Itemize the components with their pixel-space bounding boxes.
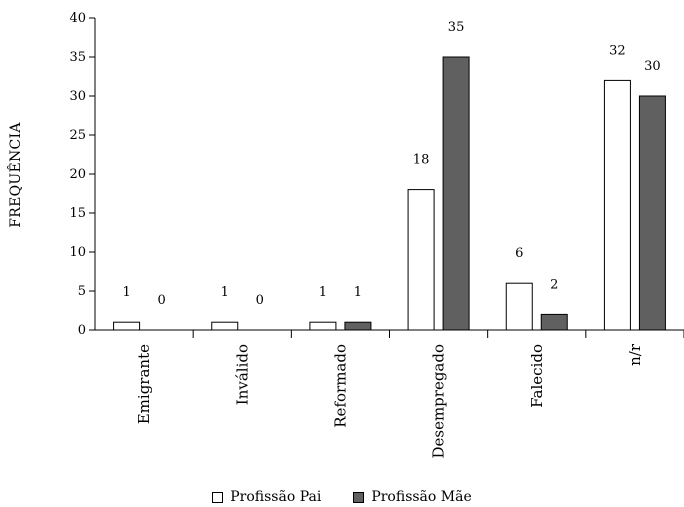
bar	[540, 313, 568, 331]
bar	[113, 321, 141, 331]
y-tick-label: 10	[69, 245, 86, 260]
legend-swatch-mae	[353, 491, 365, 503]
data-label: 35	[448, 20, 465, 35]
data-label: 30	[644, 59, 661, 74]
data-label: 1	[319, 285, 327, 300]
y-tick-label: 0	[78, 323, 86, 338]
legend-swatch-pai	[212, 491, 224, 503]
data-label: 0	[256, 293, 264, 308]
data-label: 1	[221, 285, 229, 300]
bar	[344, 321, 372, 331]
data-label: 1	[122, 285, 130, 300]
legend-item-mae: Profissão Mãe	[353, 487, 472, 507]
data-label: 2	[550, 277, 558, 292]
x-category-label: n/r	[626, 343, 644, 366]
legend-item-pai: Profissão Pai	[212, 487, 321, 507]
x-category-label: Falecido	[528, 344, 546, 408]
y-tick-label: 20	[69, 167, 86, 182]
y-tick-label: 30	[69, 89, 86, 104]
y-tick-label: 40	[69, 11, 86, 26]
y-axis-title: FREQUÊNCIA	[6, 122, 24, 228]
data-label: 1	[354, 285, 362, 300]
bar	[638, 95, 666, 331]
bar	[407, 189, 435, 331]
data-label: 18	[413, 153, 430, 168]
bar	[309, 321, 337, 331]
x-category-label: Emigrante	[135, 344, 153, 424]
x-category-label: Desempregado	[430, 344, 448, 459]
data-label: 32	[609, 43, 626, 58]
data-label: 0	[157, 293, 165, 308]
bar	[442, 56, 470, 331]
legend-label-pai: Profissão Pai	[230, 489, 322, 505]
y-tick-label: 25	[69, 128, 86, 143]
legend-label-mae: Profissão Mãe	[371, 489, 472, 505]
bar	[603, 79, 631, 331]
y-tick-label: 35	[69, 50, 86, 65]
x-category-label: Reformado	[331, 344, 349, 428]
y-tick-label: 5	[78, 284, 86, 299]
x-category-label: Inválido	[233, 344, 251, 405]
data-label: 6	[515, 246, 523, 261]
y-tick-label: 15	[69, 206, 86, 221]
legend: Profissão Pai Profissão Mãe	[0, 487, 684, 507]
bar	[505, 282, 533, 331]
chart: FREQUÊNCIA 051015202530354010Emigrante10…	[6, 11, 684, 459]
bar	[211, 321, 239, 331]
